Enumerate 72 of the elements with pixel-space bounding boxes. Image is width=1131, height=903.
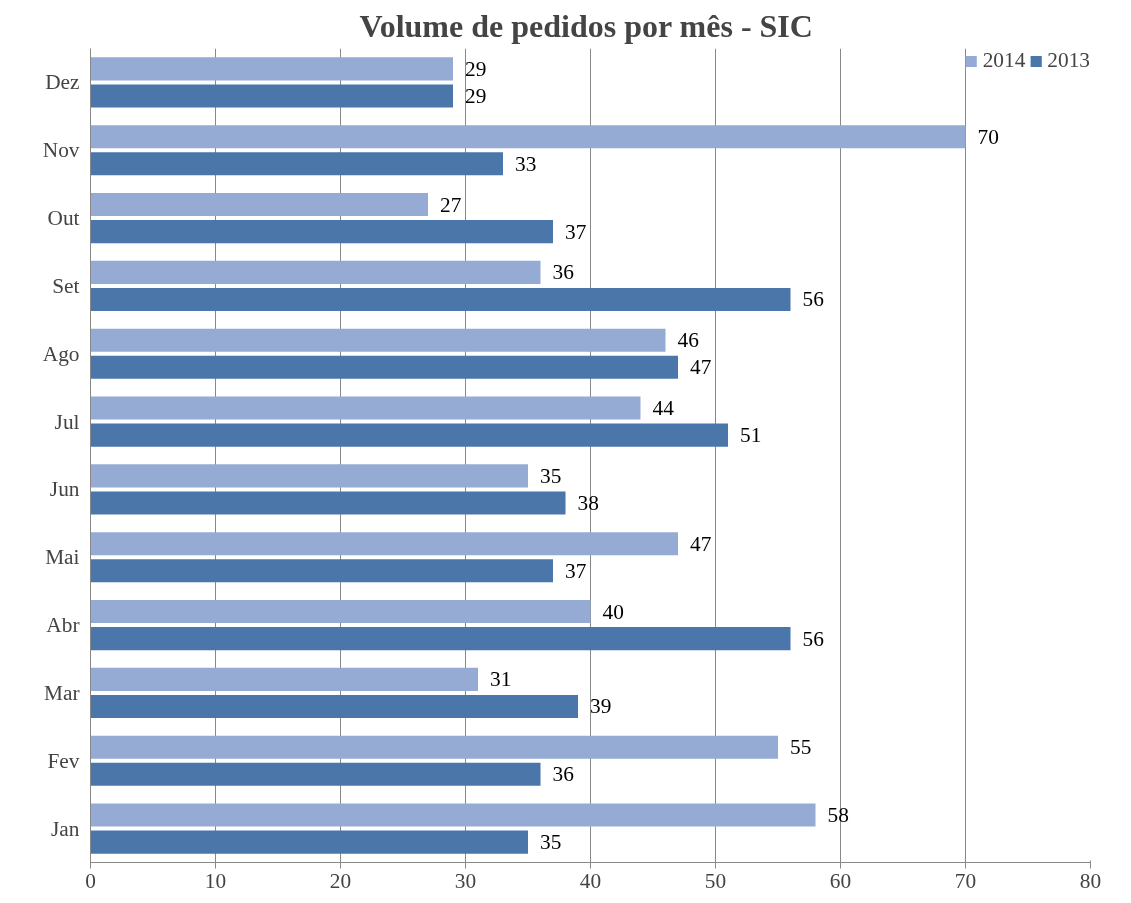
data-label: 33: [515, 151, 537, 176]
bar: [90, 125, 966, 149]
x-tick-label: 30: [454, 868, 477, 893]
x-tick-label: 50: [704, 868, 727, 893]
data-label: 58: [827, 803, 849, 828]
x-tick-label: 40: [579, 868, 602, 893]
bar: [90, 627, 791, 651]
bar: [90, 57, 453, 81]
data-label: 70: [977, 124, 999, 149]
legend-label: 2014: [982, 48, 1026, 73]
y-tick-label: Ago: [42, 341, 80, 366]
y-tick-label: Fev: [47, 748, 80, 773]
y-tick-label: Jan: [51, 816, 80, 841]
data-label: 55: [790, 735, 812, 760]
data-label: 46: [677, 328, 700, 353]
data-label: 38: [577, 490, 599, 515]
x-tick-label: 0: [85, 868, 96, 893]
bar: [90, 694, 578, 719]
bar: [90, 599, 591, 624]
bar: [90, 423, 728, 447]
bar: [90, 152, 503, 176]
bar: [90, 762, 541, 786]
data-label: 44: [652, 396, 675, 421]
bar: [90, 667, 478, 691]
data-label: 35: [540, 463, 562, 488]
y-tick-label: Abr: [46, 613, 80, 638]
y-tick-label: Set: [52, 273, 80, 298]
bar: [90, 84, 453, 108]
bar: [90, 491, 566, 515]
data-label: 37: [565, 219, 587, 244]
bar: [90, 192, 428, 217]
x-tick-label: 10: [204, 868, 227, 893]
y-tick-label: Out: [47, 206, 80, 231]
data-label: 51: [740, 423, 762, 448]
y-tick-label: Dez: [45, 70, 80, 95]
data-label: 56: [802, 287, 825, 312]
bar: [90, 464, 528, 488]
y-tick-label: Jun: [49, 477, 80, 502]
data-label: 27: [440, 192, 462, 217]
bar: [90, 328, 666, 352]
data-label: 40: [602, 599, 624, 624]
data-label: 29: [465, 83, 487, 108]
data-label: 29: [465, 56, 487, 81]
bar: [90, 803, 816, 827]
data-label: 31: [490, 667, 512, 692]
bar: [90, 396, 641, 420]
x-tick-label: 20: [329, 868, 352, 893]
data-label: 47: [690, 531, 712, 556]
x-tick-label: 80: [1079, 868, 1102, 893]
x-tick-label: 70: [954, 868, 977, 893]
data-label: 47: [690, 355, 712, 380]
legend-label: 2013: [1047, 48, 1090, 73]
data-label: 35: [540, 830, 562, 855]
bar: [90, 287, 791, 312]
data-label: 39: [590, 694, 612, 719]
bar: [90, 532, 678, 556]
y-tick-label: Nov: [42, 138, 80, 163]
chart-title: Volume de pedidos por mês - SIC: [359, 7, 813, 44]
bar: [90, 559, 553, 583]
data-label: 56: [802, 626, 825, 651]
bar: [90, 830, 528, 854]
data-label: 36: [552, 762, 575, 787]
x-tick-label: 60: [829, 868, 852, 893]
data-label: 36: [552, 260, 575, 285]
bar: [90, 735, 778, 759]
bar: [90, 220, 553, 244]
y-tick-label: Jul: [54, 409, 80, 434]
bar: [90, 355, 678, 379]
data-label: 37: [565, 558, 587, 583]
y-tick-label: Mai: [45, 545, 80, 570]
bar: [90, 260, 541, 284]
y-tick-label: Mar: [43, 680, 80, 705]
